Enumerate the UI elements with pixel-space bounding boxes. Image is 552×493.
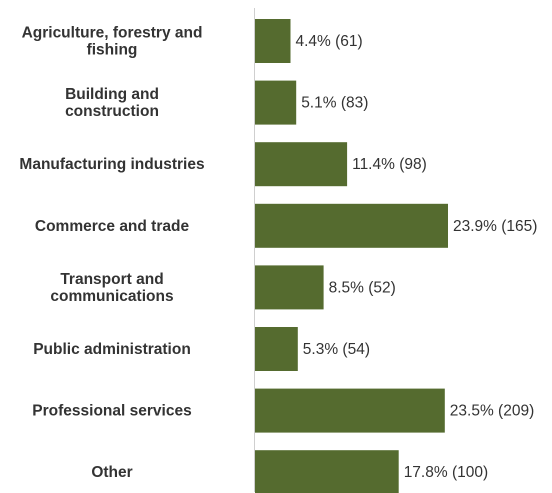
bar-4 [255,265,324,310]
category-label-5: Public administration [33,341,191,358]
data-label-3: 23.9% (165) [453,218,537,235]
category-labels-group: Agriculture, forestry and fishing Building… [19,25,204,482]
data-label-4: 8.5% (52) [329,279,396,296]
data-label-5: 5.3% (54) [303,341,370,358]
bar-3 [255,203,448,248]
bar-6 [255,388,445,433]
category-label-2: Manufacturing industries [19,156,204,173]
bar-0 [255,19,291,63]
category-label-3: Commerce and trade [35,218,190,235]
bar-7 [255,450,399,493]
data-label-1: 5.1% (83) [301,95,368,112]
category-label-7: Other [91,464,132,481]
data-label-0: 4.4% (61) [296,33,363,50]
bar-2 [255,142,348,187]
category-label-4: Transport and communications [50,271,173,305]
data-label-2: 11.4% (98) [352,156,427,173]
category-label-6: Professional services [32,403,191,420]
bar-5 [255,327,298,371]
bars-group [255,19,448,493]
bar-1 [255,80,297,125]
data-label-6: 23.5% (209) [450,403,534,420]
category-label-1: Building and construction [65,86,159,120]
category-label-0: Agriculture, forestry and fishing [22,25,203,59]
data-label-7: 17.8% (100) [404,464,488,481]
value-labels-group: 4.4% (61) 5.1% (83) 11.4% (98) 23.9% (165) 8… [296,33,538,481]
